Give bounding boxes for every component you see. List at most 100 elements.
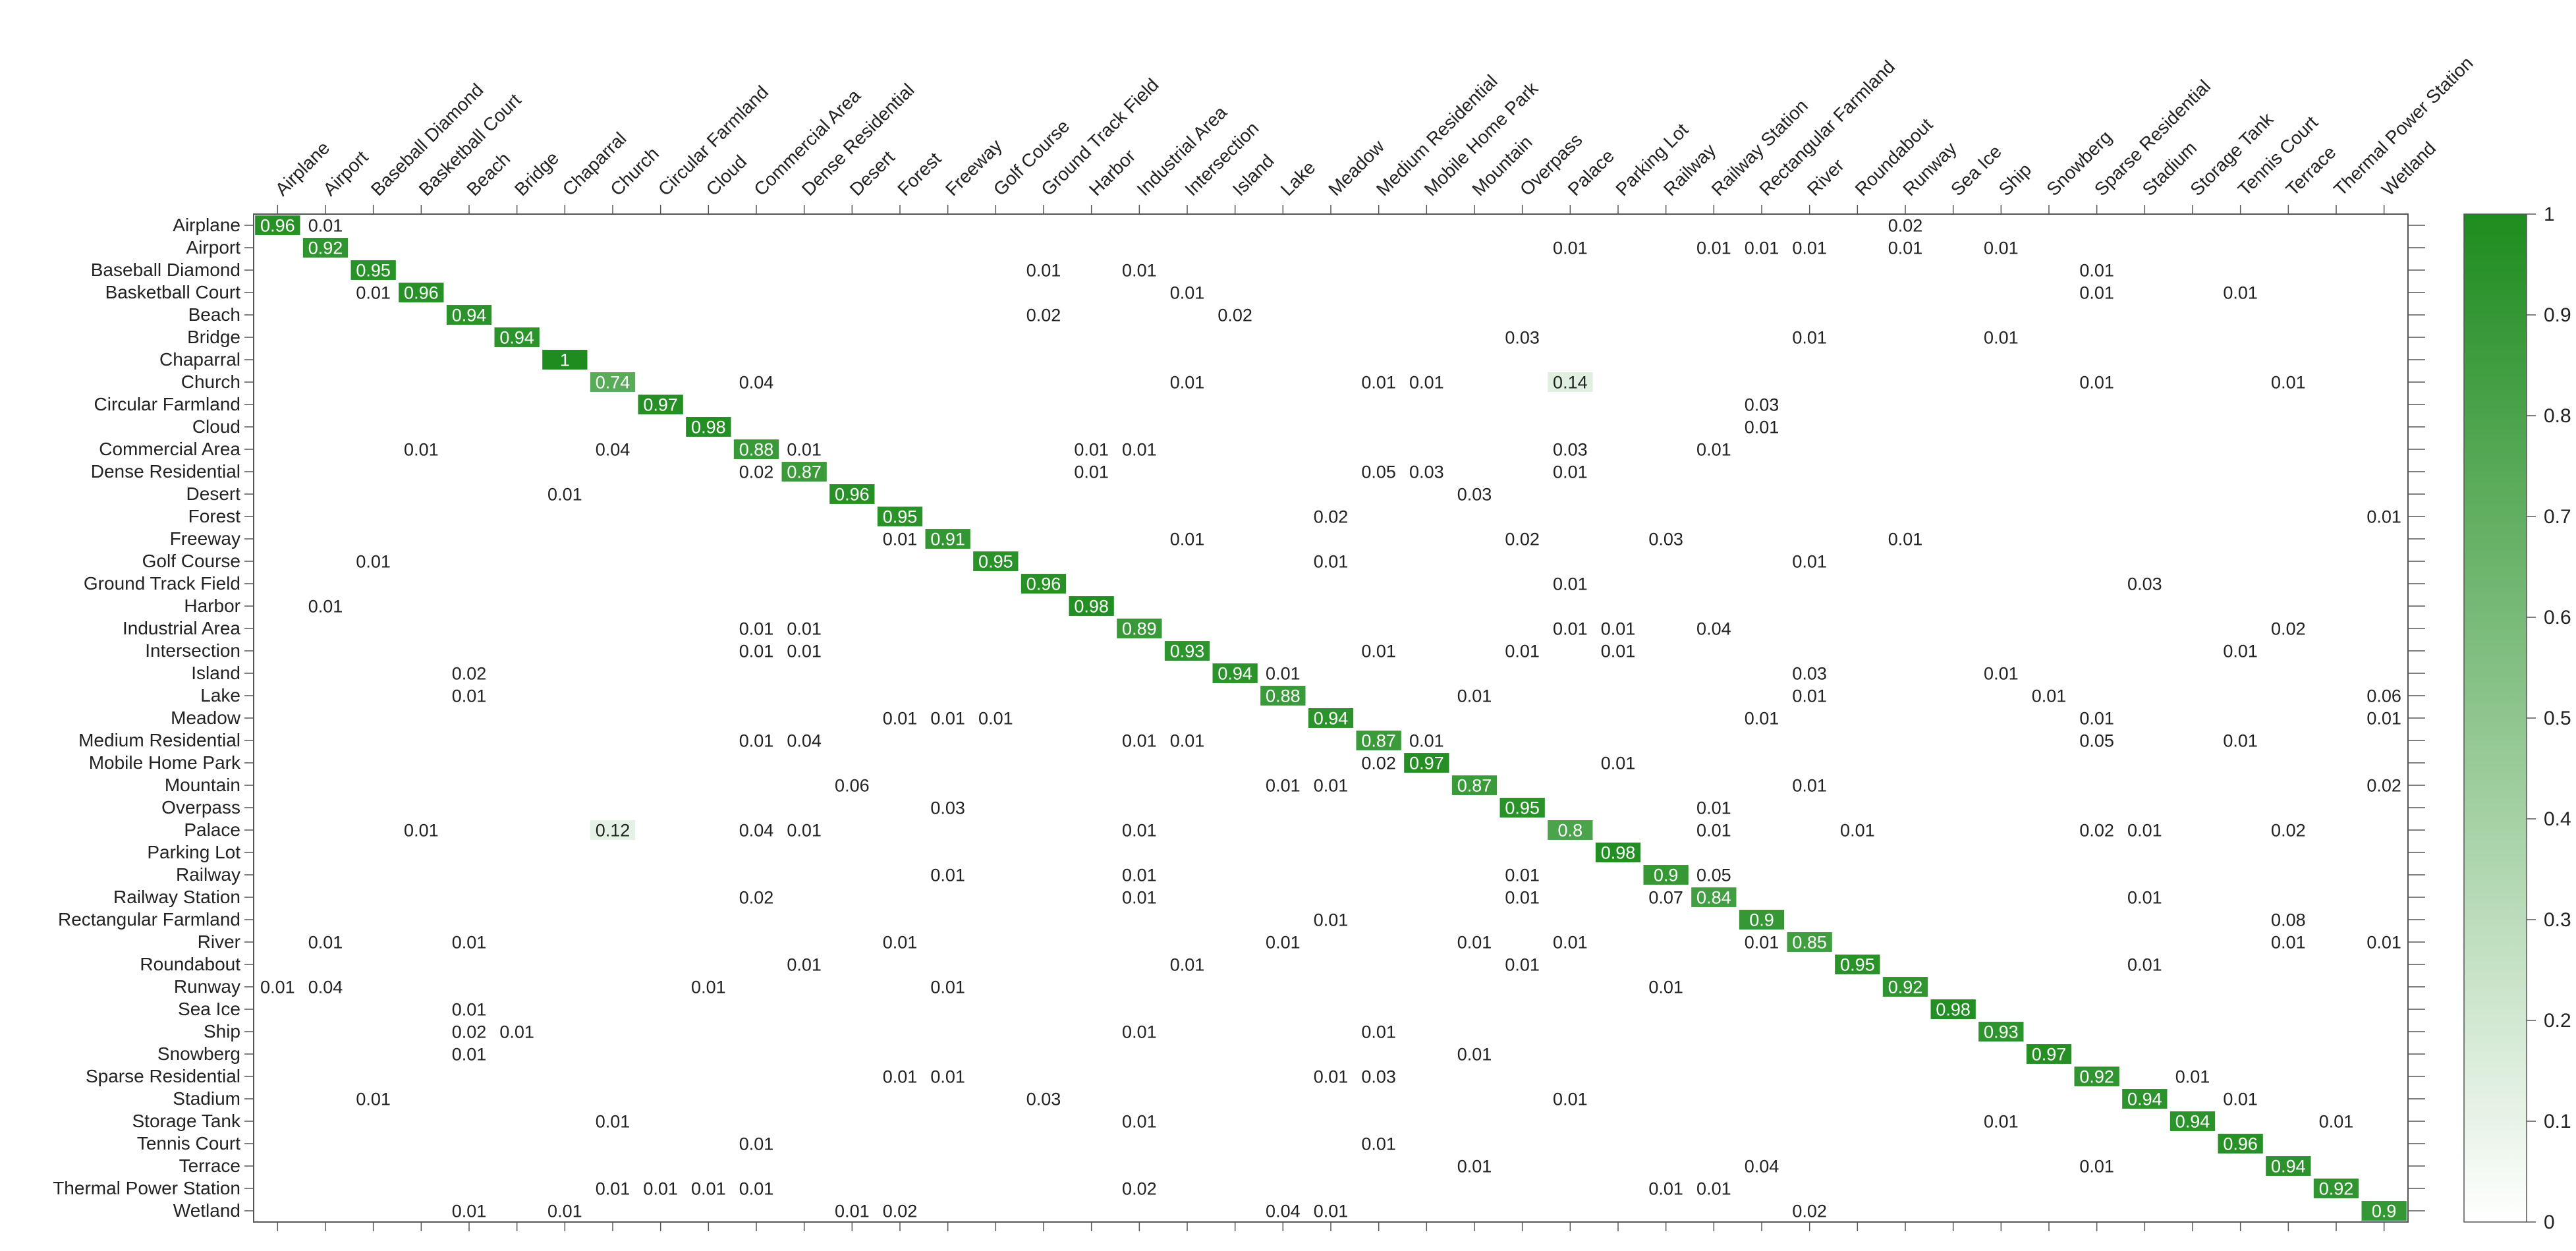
y-tick-label: Railway Station	[113, 887, 240, 907]
cell-value-label: 0.01	[1122, 821, 1157, 841]
cell-value-label: 0.01	[787, 619, 822, 639]
cell-value-label: 0.01	[1553, 238, 1588, 258]
y-tick-label: Stadium	[173, 1088, 240, 1109]
heatmap-cell	[1069, 596, 1114, 616]
cell-value-label: 0.94	[1218, 664, 1252, 684]
cell-value-label: 0.01	[2366, 507, 2401, 527]
cell-value-label: 0.01	[452, 1000, 487, 1020]
cell-value-label: 0.87	[1457, 776, 1492, 796]
cell-value-label: 0.01	[1122, 866, 1157, 885]
cell-value-label: 0.01	[643, 1179, 678, 1199]
cell-value-label: 0.01	[1409, 373, 1444, 393]
cell-value-label: 0.02	[2271, 619, 2306, 639]
cell-value-label: 0.01	[1553, 574, 1588, 594]
cell-value-label: 0.04	[787, 731, 822, 751]
y-tick-label: Sea Ice	[178, 999, 240, 1019]
cell-value-label: 0.01	[356, 283, 391, 303]
cell-value-label: 0.98	[1936, 1000, 1971, 1020]
cell-value-label: 0.01	[1170, 731, 1205, 751]
x-tick-label: Ship	[1995, 159, 2036, 200]
y-tick-label: Ship	[204, 1021, 240, 1042]
cell-value-label: 0.01	[2223, 642, 2258, 661]
heatmap-cell	[1548, 820, 1593, 840]
colorbar-tick-label: 0.4	[2544, 808, 2571, 830]
y-tick-label: Church	[181, 372, 240, 392]
heatmap-cell	[590, 372, 636, 392]
y-tick-label: Runway	[174, 976, 240, 997]
cell-value-label: 0.88	[739, 440, 774, 460]
cell-value-label: 0.9	[1654, 866, 1679, 885]
cell-value-label: 0.01	[1696, 440, 1731, 460]
cell-value-label: 0.87	[1361, 731, 1396, 751]
cell-value-label: 0.01	[260, 978, 295, 997]
cell-value-label: 0.01	[1122, 888, 1157, 908]
y-tick-label: Sparse Residential	[86, 1066, 240, 1086]
cell-value-label: 0.01	[2079, 709, 2114, 729]
cell-value-label: 0.01	[1505, 955, 1540, 975]
cell-value-label: 0.01	[1314, 1067, 1349, 1087]
heatmap-cell	[446, 305, 492, 325]
y-tick-label: Wetland	[173, 1200, 240, 1221]
cell-value-label: 0.01	[691, 1179, 726, 1199]
cell-value-label: 0.74	[596, 373, 630, 393]
heatmap-cell	[1643, 865, 1689, 885]
heatmap-cell	[542, 350, 588, 370]
cell-value-label: 0.04	[596, 440, 630, 460]
cell-value-label: 0.88	[1266, 686, 1301, 706]
cell-value-label: 0.01	[452, 1045, 487, 1065]
cell-value-label: 0.01	[1745, 709, 1779, 729]
cell-value-label: 0.92	[2319, 1179, 2354, 1199]
cell-value-label: 0.96	[2223, 1134, 2258, 1154]
cell-value-label: 0.01	[1648, 978, 1683, 997]
heatmap-cell	[1451, 775, 1498, 795]
heatmap-cell	[686, 417, 731, 437]
axis-ticks	[244, 205, 2425, 1231]
cell-value-label: 0.01	[1792, 328, 1827, 348]
heatmap-cell	[877, 507, 923, 526]
cell-value-label: 0.04	[1266, 1202, 1301, 1221]
cell-value-label: 0.01	[2127, 821, 2162, 841]
y-tick-label: Airport	[186, 237, 241, 258]
cell-value-label: 0.97	[643, 395, 678, 415]
heatmap-cell	[255, 215, 300, 235]
cell-value-label: 0.01	[308, 597, 343, 617]
cell-value-label: 0.01	[2127, 955, 2162, 975]
cell-value-label: 0.01	[930, 978, 965, 997]
cell-value-label: 0.01	[2079, 373, 2114, 393]
heatmap-cell	[1978, 1022, 2024, 1042]
cell-value-label: 0.02	[2271, 821, 2306, 841]
heatmap-cell	[1117, 619, 1162, 638]
cell-value-label: 0.01	[1745, 418, 1779, 437]
y-tick-label: Freeway	[170, 528, 240, 549]
cell-value-label: 0.01	[739, 1179, 774, 1199]
cell-value-label: 0.02	[1505, 530, 1540, 549]
cell-value-label: 0.05	[2079, 731, 2114, 751]
cell-value-label: 0.03	[1792, 664, 1827, 684]
heatmap-cell	[2074, 1067, 2119, 1086]
y-tick-label: Mobile Home Park	[89, 752, 241, 773]
colorbar-tick-label: 0.7	[2544, 506, 2571, 528]
heatmap-cell	[2026, 1044, 2072, 1064]
heatmap-cell	[494, 327, 540, 347]
cell-value-label: 0.92	[1888, 978, 1923, 997]
cell-value-label: 0.97	[2032, 1045, 2067, 1065]
cell-value-label: 0.01	[2366, 933, 2401, 953]
heatmap-cell	[1212, 663, 1258, 683]
cell-value-label: 0.01	[787, 955, 822, 975]
y-tick-label: Circular Farmland	[94, 394, 241, 414]
cell-value-label: 0.02	[1792, 1202, 1827, 1221]
cell-value-label: 0.94	[1314, 709, 1349, 729]
cell-value-label: 0.01	[1601, 754, 1636, 773]
y-tick-label: Dense Residential	[91, 461, 240, 482]
y-tick-label: Mountain	[165, 775, 240, 795]
heatmap-cell	[2218, 1134, 2263, 1154]
cell-value-label: 0.01	[787, 642, 822, 661]
y-tick-label: Tennis Court	[137, 1133, 240, 1154]
y-tick-label: Roundabout	[140, 954, 240, 974]
cell-value-label: 0.04	[739, 373, 774, 393]
y-tick-label: Bridge	[187, 327, 240, 347]
cell-value-label: 0.07	[1648, 888, 1683, 908]
y-tick-label: Basketball Court	[105, 282, 241, 302]
cell-value-label: 0.01	[2032, 686, 2067, 706]
cell-value-label: 0.01	[930, 709, 965, 729]
